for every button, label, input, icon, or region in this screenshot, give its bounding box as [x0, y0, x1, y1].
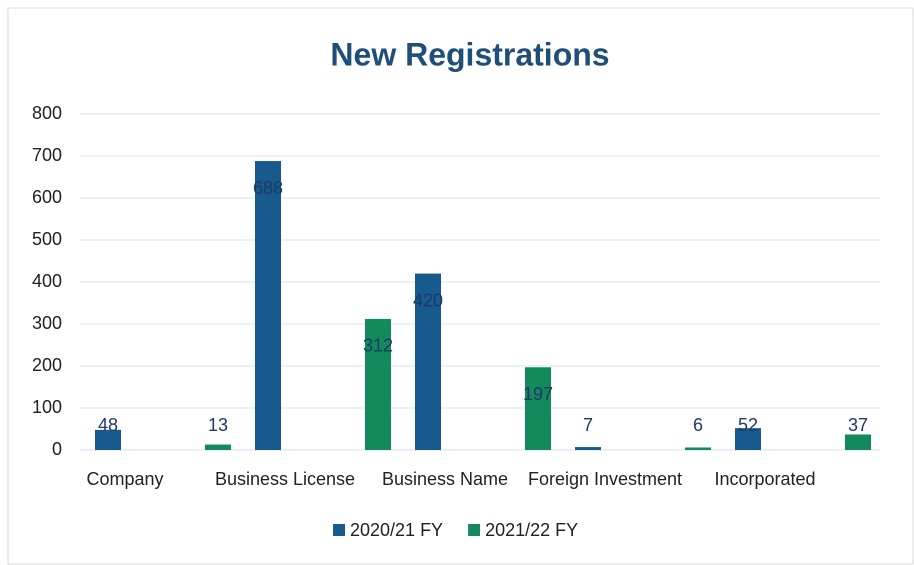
legend-label: 2021/22 FY: [485, 520, 578, 540]
legend-swatch: [333, 524, 345, 536]
data-label: 420: [413, 290, 443, 310]
data-label: 7: [583, 415, 593, 435]
y-tick-label: 800: [32, 103, 62, 123]
data-label: 52: [738, 415, 758, 435]
x-tick-label: Business Name: [382, 469, 508, 489]
y-tick-label: 200: [32, 355, 62, 375]
bar: [255, 161, 281, 451]
data-label: 312: [363, 336, 393, 356]
data-label: 197: [523, 384, 553, 404]
bar: [735, 428, 761, 450]
bar: [525, 367, 551, 450]
bar: [205, 444, 231, 450]
bar: [415, 273, 441, 450]
data-label: 6: [693, 415, 703, 435]
y-tick-label: 500: [32, 229, 62, 249]
bar: [575, 447, 601, 450]
x-tick-label: Foreign Investment: [528, 469, 682, 489]
bar: [845, 434, 871, 450]
legend-label: 2020/21 FY: [350, 520, 443, 540]
bar: [685, 447, 711, 450]
data-label: 48: [98, 415, 118, 435]
y-tick-label: 600: [32, 187, 62, 207]
y-tick-label: 400: [32, 271, 62, 291]
y-tick-label: 100: [32, 397, 62, 417]
chart-title: New Registrations: [330, 36, 609, 72]
y-tick-label: 300: [32, 313, 62, 333]
y-tick-label: 700: [32, 145, 62, 165]
x-tick-label: Incorporated: [714, 469, 815, 489]
data-label: 37: [848, 415, 868, 435]
chart-frame: [7, 7, 914, 565]
bar: [365, 318, 391, 450]
data-label: 688: [253, 178, 283, 198]
x-tick-label: Company: [86, 469, 163, 489]
y-tick-label: 0: [52, 439, 62, 459]
data-label: 13: [208, 415, 228, 435]
legend-swatch: [468, 524, 481, 536]
bar: [95, 429, 121, 450]
x-tick-label: Business License: [215, 469, 355, 489]
